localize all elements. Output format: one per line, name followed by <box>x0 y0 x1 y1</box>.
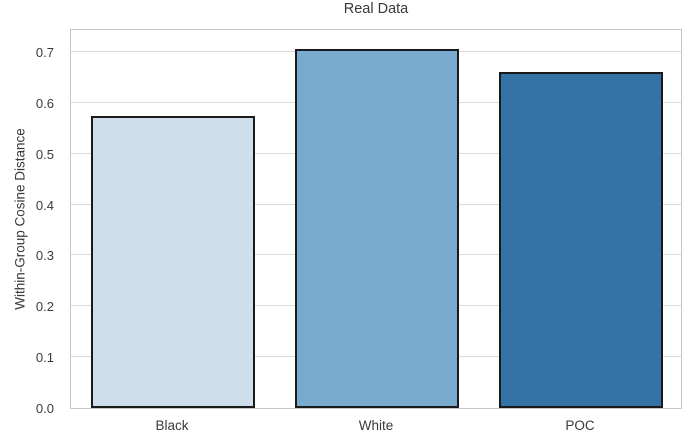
bar-black <box>91 115 255 408</box>
xtick-label-poc: POC <box>565 418 595 433</box>
plot-area <box>70 29 682 409</box>
xtick-label-white: White <box>358 418 394 433</box>
ytick-label-0.1: 0.1 <box>35 350 54 366</box>
bar-poc <box>499 72 663 408</box>
ytick-label-0.3: 0.3 <box>35 248 54 264</box>
bar-white <box>295 49 459 408</box>
ytick-label-0.0: 0.0 <box>35 401 54 416</box>
ytick-label-0.7: 0.7 <box>35 44 54 60</box>
xtick-label-black: Black <box>155 418 189 433</box>
ytick-label-0.5: 0.5 <box>35 146 54 162</box>
ytick-label-0.4: 0.4 <box>35 197 54 213</box>
ytick-label-0.6: 0.6 <box>35 95 54 111</box>
chart-title: Real Data <box>343 1 409 17</box>
ytick-label-0.2: 0.2 <box>35 299 54 315</box>
